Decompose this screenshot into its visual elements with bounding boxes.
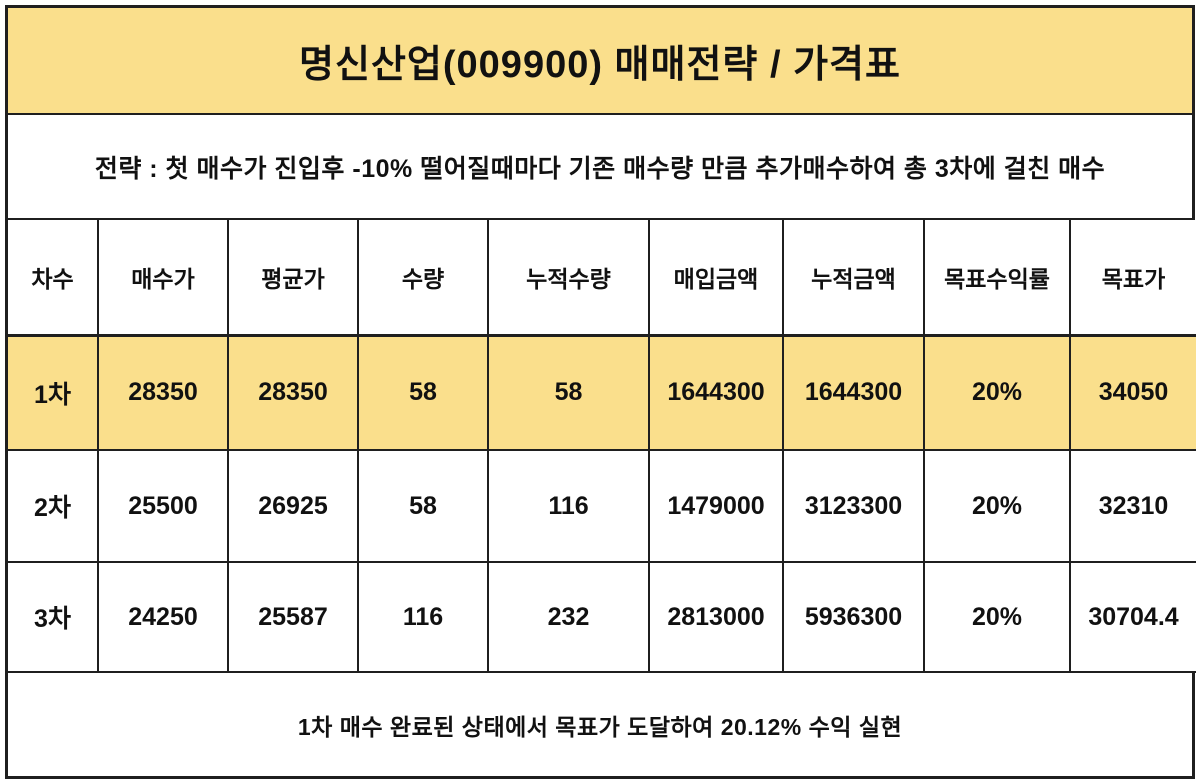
- table-cell: 116: [488, 450, 650, 563]
- header-row: 차수 매수가 평균가 수량 누적수량 매입금액 누적금액 목표수익률 목표가: [8, 220, 1196, 337]
- table-cell: 32310: [1070, 450, 1196, 563]
- table-cell: 24250: [98, 562, 229, 673]
- title-banner: 명신산업(009900) 매매전략 / 가격표: [8, 8, 1192, 115]
- strategy-note-row: 전략 : 첫 매수가 진입후 -10% 떨어질때마다 기존 매수량 만큼 추가매…: [8, 115, 1192, 220]
- table-cell: 20%: [924, 562, 1071, 673]
- table-cell: 20%: [924, 450, 1071, 563]
- strategy-note: 전략 : 첫 매수가 진입후 -10% 떨어질때마다 기존 매수량 만큼 추가매…: [94, 154, 1106, 183]
- footer-note-row: 1차 매수 완료된 상태에서 목표가 도달하여 20.12% 수익 실현: [8, 673, 1192, 776]
- table-cell: 26925: [228, 450, 359, 563]
- col-qty: 수량: [358, 220, 489, 337]
- table-cell: 25500: [98, 450, 229, 563]
- table-cell: 28350: [228, 335, 359, 451]
- table-cell: 1479000: [649, 450, 784, 563]
- col-buy-amount: 매입금액: [649, 220, 784, 337]
- table-cell: 58: [488, 335, 650, 451]
- table-cell: 34050: [1070, 335, 1196, 451]
- table-cell: 30704.4: [1070, 562, 1196, 673]
- table-cell: 28350: [98, 335, 229, 451]
- table-cell: 1644300: [783, 335, 925, 451]
- table-cell: 20%: [924, 335, 1071, 451]
- table-cell: 2813000: [649, 562, 784, 673]
- table-cell: 2차: [8, 450, 99, 563]
- table-cell: 1차: [8, 335, 99, 451]
- page-frame: 명신산업(009900) 매매전략 / 가격표 전략 : 첫 매수가 진입후 -…: [5, 5, 1196, 779]
- col-target-price: 목표가: [1070, 220, 1196, 337]
- table-cell: 1644300: [649, 335, 784, 451]
- col-target-return: 목표수익률: [924, 220, 1071, 337]
- price-table: 차수 매수가 평균가 수량 누적수량 매입금액 누적금액 목표수익률 목표가 1…: [8, 220, 1196, 673]
- col-round: 차수: [8, 220, 99, 337]
- col-buy-price: 매수가: [98, 220, 229, 337]
- table-cell: 25587: [228, 562, 359, 673]
- table-cell: 116: [358, 562, 489, 673]
- table-row-1: 1차 28350 28350 58 58 1644300 1644300 20%…: [8, 335, 1196, 451]
- table-cell: 58: [358, 450, 489, 563]
- footer-note: 1차 매수 완료된 상태에서 목표가 도달하여 20.12% 수익 실현: [297, 713, 903, 740]
- col-avg-price: 평균가: [228, 220, 359, 337]
- col-cum-amount: 누적금액: [783, 220, 925, 337]
- table-cell: 58: [358, 335, 489, 451]
- table-row-2: 2차 25500 26925 58 116 1479000 3123300 20…: [8, 450, 1196, 563]
- table-cell: 3차: [8, 562, 99, 673]
- page-title: 명신산업(009900) 매매전략 / 가격표: [299, 44, 901, 86]
- table-row-3: 3차 24250 25587 116 232 2813000 5936300 2…: [8, 562, 1196, 673]
- table-cell: 3123300: [783, 450, 925, 563]
- col-cum-qty: 누적수량: [488, 220, 650, 337]
- table-cell: 232: [488, 562, 650, 673]
- table-cell: 5936300: [783, 562, 925, 673]
